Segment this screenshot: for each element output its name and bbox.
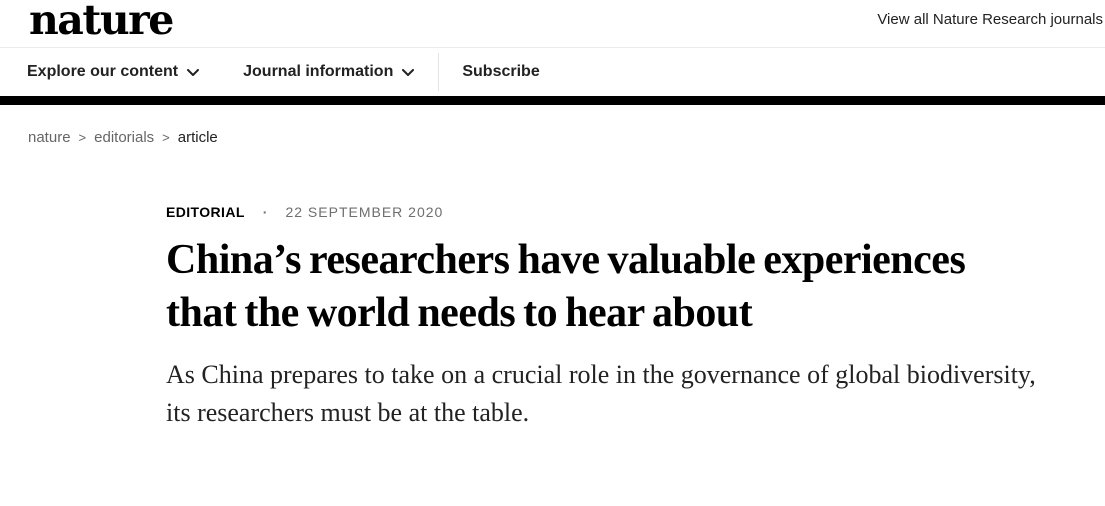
nature-logo[interactable]: nature bbox=[29, 0, 174, 44]
article-subtitle: As China prepares to take on a crucial r… bbox=[166, 360, 1036, 427]
chevron-right-icon: > bbox=[78, 130, 87, 145]
article-meta: EDITORIAL · 22 SEPTEMBER 2020 bbox=[166, 204, 1066, 220]
article-header: EDITORIAL · 22 SEPTEMBER 2020 China’s re… bbox=[166, 204, 1066, 432]
brand-divider-bar bbox=[0, 96, 1105, 105]
site-header: nature View all Nature Research journals bbox=[0, 0, 1105, 48]
publication-date: 22 SEPTEMBER 2020 bbox=[285, 204, 444, 220]
meta-separator: · bbox=[262, 204, 268, 220]
view-all-journals-link[interactable]: View all Nature Research journals bbox=[877, 11, 1103, 28]
breadcrumb-item-nature[interactable]: nature bbox=[28, 129, 71, 146]
subscribe-button[interactable]: Subscribe bbox=[462, 63, 540, 80]
chevron-right-icon: > bbox=[162, 130, 170, 145]
nav-item-label: Explore our content bbox=[27, 63, 179, 80]
nav-explore-our-content[interactable]: Explore our content bbox=[27, 63, 200, 81]
chevron-down-icon bbox=[402, 69, 415, 77]
article-kicker: EDITORIAL bbox=[166, 204, 245, 220]
breadcrumb-item-editorials[interactable]: editorials bbox=[94, 129, 155, 146]
chevron-down-icon bbox=[187, 69, 200, 77]
nav-journal-information[interactable]: Journal information bbox=[243, 63, 415, 81]
main-nav: Explore our content Journal information … bbox=[0, 48, 1105, 96]
breadcrumb-item-article: article bbox=[177, 129, 218, 146]
nav-item-label: Journal information bbox=[243, 63, 394, 80]
breadcrumb: nature > editorials > article bbox=[0, 105, 1105, 146]
article-title: China’s researchers have valuable experi… bbox=[166, 237, 966, 336]
nav-divider bbox=[438, 53, 440, 91]
